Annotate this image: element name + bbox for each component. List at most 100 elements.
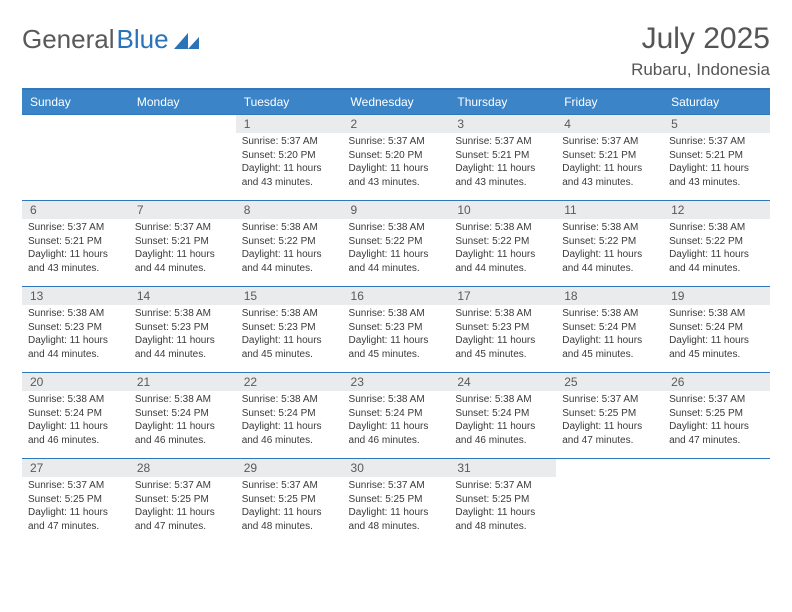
day-details: Sunrise: 5:38 AMSunset: 5:24 PMDaylight:… bbox=[455, 393, 550, 447]
day-details: Sunrise: 5:37 AMSunset: 5:25 PMDaylight:… bbox=[669, 393, 764, 447]
calendar-day-cell: 14 Sunrise: 5:38 AMSunset: 5:23 PMDayligh… bbox=[129, 287, 236, 373]
day-number: 16 bbox=[343, 287, 450, 305]
day-header: Wednesday bbox=[343, 89, 450, 115]
day-details: Sunrise: 5:38 AMSunset: 5:23 PMDaylight:… bbox=[242, 307, 337, 361]
day-details: Sunrise: 5:37 AMSunset: 5:21 PMDaylight:… bbox=[562, 135, 657, 189]
day-header: Tuesday bbox=[236, 89, 343, 115]
day-number: 28 bbox=[129, 459, 236, 477]
day-details: Sunrise: 5:38 AMSunset: 5:23 PMDaylight:… bbox=[349, 307, 444, 361]
brand-part2: Blue bbox=[117, 24, 169, 55]
calendar-empty-cell bbox=[663, 459, 770, 545]
calendar-day-cell: 5Sunrise: 5:37 AMSunset: 5:21 PMDaylight… bbox=[663, 115, 770, 201]
calendar-table: SundayMondayTuesdayWednesdayThursdayFrid… bbox=[22, 88, 770, 545]
calendar-day-cell: 12Sunrise: 5:38 AMSunset: 5:22 PMDayligh… bbox=[663, 201, 770, 287]
calendar-week-row: 27 Sunrise: 5:37 AMSunset: 5:25 PMDayligh… bbox=[22, 459, 770, 545]
day-details: Sunrise: 5:37 AMSunset: 5:21 PMDaylight:… bbox=[135, 221, 230, 275]
day-details: Sunrise: 5:37 AMSunset: 5:21 PMDaylight:… bbox=[455, 135, 550, 189]
day-details: Sunrise: 5:38 AMSunset: 5:24 PMDaylight:… bbox=[669, 307, 764, 361]
calendar-day-cell: 6 Sunrise: 5:37 AMSunset: 5:21 PMDaylight… bbox=[22, 201, 129, 287]
calendar-day-cell: 26Sunrise: 5:37 AMSunset: 5:25 PMDayligh… bbox=[663, 373, 770, 459]
day-number: 29 bbox=[236, 459, 343, 477]
day-header: Friday bbox=[556, 89, 663, 115]
day-details: Sunrise: 5:37 AMSunset: 5:25 PMDaylight:… bbox=[455, 479, 550, 533]
day-details: Sunrise: 5:37 AMSunset: 5:25 PMDaylight:… bbox=[562, 393, 657, 447]
calendar-day-cell: 2 Sunrise: 5:37 AMSunset: 5:20 PMDaylight… bbox=[343, 115, 450, 201]
calendar-empty-cell bbox=[129, 115, 236, 201]
calendar-day-cell: 13Sunrise: 5:38 AMSunset: 5:23 PMDayligh… bbox=[22, 287, 129, 373]
day-details: Sunrise: 5:38 AMSunset: 5:22 PMDaylight:… bbox=[669, 221, 764, 275]
day-header-row: SundayMondayTuesdayWednesdayThursdayFrid… bbox=[22, 89, 770, 115]
day-number: 14 bbox=[129, 287, 236, 305]
calendar-day-cell: 31 Sunrise: 5:37 AMSunset: 5:25 PMDayligh… bbox=[449, 459, 556, 545]
day-number: 22 bbox=[236, 373, 343, 391]
day-details: Sunrise: 5:38 AMSunset: 5:24 PMDaylight:… bbox=[242, 393, 337, 447]
day-details: Sunrise: 5:37 AMSunset: 5:21 PMDaylight:… bbox=[669, 135, 764, 189]
day-number: 2 bbox=[343, 115, 450, 133]
day-header: Monday bbox=[129, 89, 236, 115]
day-header: Saturday bbox=[663, 89, 770, 115]
calendar-day-cell: 4Sunrise: 5:37 AMSunset: 5:21 PMDaylight… bbox=[556, 115, 663, 201]
calendar-day-cell: 19 Sunrise: 5:38 AMSunset: 5:24 PMDayligh… bbox=[663, 287, 770, 373]
day-number: 17 bbox=[449, 287, 556, 305]
logo-triangle-icon bbox=[174, 31, 202, 49]
day-number: 7 bbox=[129, 201, 236, 219]
calendar-week-row: 13 Sunrise: 5:38 AMSunset: 5:23 PMDayligh… bbox=[22, 287, 770, 373]
calendar-day-cell: 25 Sunrise: 5:37 AMSunset: 5:25 PMDayligh… bbox=[556, 373, 663, 459]
calendar-day-cell: 1 Sunrise: 5:37 AMSunset: 5:20 PMDaylight… bbox=[236, 115, 343, 201]
calendar-day-cell: 22 Sunrise: 5:38 AMSunset: 5:24 PMDayligh… bbox=[236, 373, 343, 459]
day-details: Sunrise: 5:37 AMSunset: 5:25 PMDaylight:… bbox=[28, 479, 123, 533]
day-number: 18 bbox=[556, 287, 663, 305]
month-title: July 2025 bbox=[631, 24, 770, 54]
day-number: 6 bbox=[22, 201, 129, 219]
day-header: Thursday bbox=[449, 89, 556, 115]
day-number: 25 bbox=[556, 373, 663, 391]
day-details: Sunrise: 5:38 AMSunset: 5:22 PMDaylight:… bbox=[349, 221, 444, 275]
day-number: 27 bbox=[22, 459, 129, 477]
calendar-day-cell: 28 Sunrise: 5:37 AMSunset: 5:25 PMDayligh… bbox=[129, 459, 236, 545]
day-details: Sunrise: 5:38 AMSunset: 5:22 PMDaylight:… bbox=[455, 221, 550, 275]
brand-logo: GeneralBlue bbox=[22, 24, 202, 55]
calendar-week-row: 6 Sunrise: 5:37 AMSunset: 5:21 PMDaylight… bbox=[22, 201, 770, 287]
calendar-day-cell: 24Sunrise: 5:38 AMSunset: 5:24 PMDayligh… bbox=[449, 373, 556, 459]
calendar-day-cell: 7 Sunrise: 5:37 AMSunset: 5:21 PMDaylight… bbox=[129, 201, 236, 287]
day-number: 31 bbox=[449, 459, 556, 477]
day-details: Sunrise: 5:37 AMSunset: 5:25 PMDaylight:… bbox=[242, 479, 337, 533]
calendar-day-cell: 23Sunrise: 5:38 AMSunset: 5:24 PMDayligh… bbox=[343, 373, 450, 459]
day-number: 10 bbox=[449, 201, 556, 219]
day-number: 3 bbox=[449, 115, 556, 133]
calendar-day-cell: 29 Sunrise: 5:37 AMSunset: 5:25 PMDayligh… bbox=[236, 459, 343, 545]
calendar-day-cell: 30Sunrise: 5:37 AMSunset: 5:25 PMDayligh… bbox=[343, 459, 450, 545]
day-number: 15 bbox=[236, 287, 343, 305]
calendar-empty-cell bbox=[556, 459, 663, 545]
day-details: Sunrise: 5:38 AMSunset: 5:24 PMDaylight:… bbox=[28, 393, 123, 447]
day-details: Sunrise: 5:38 AMSunset: 5:23 PMDaylight:… bbox=[455, 307, 550, 361]
calendar-day-cell: 15 Sunrise: 5:38 AMSunset: 5:23 PMDayligh… bbox=[236, 287, 343, 373]
location: Rubaru, Indonesia bbox=[631, 60, 770, 80]
calendar-day-cell: 20Sunrise: 5:38 AMSunset: 5:24 PMDayligh… bbox=[22, 373, 129, 459]
calendar-day-cell: 11Sunrise: 5:38 AMSunset: 5:22 PMDayligh… bbox=[556, 201, 663, 287]
brand-part1: General bbox=[22, 24, 115, 55]
calendar-empty-cell bbox=[22, 115, 129, 201]
day-number: 1 bbox=[236, 115, 343, 133]
calendar-day-cell: 18 Sunrise: 5:38 AMSunset: 5:24 PMDayligh… bbox=[556, 287, 663, 373]
day-number: 8 bbox=[236, 201, 343, 219]
day-details: Sunrise: 5:38 AMSunset: 5:24 PMDaylight:… bbox=[562, 307, 657, 361]
day-number: 19 bbox=[663, 287, 770, 305]
day-details: Sunrise: 5:37 AMSunset: 5:20 PMDaylight:… bbox=[349, 135, 444, 189]
day-details: Sunrise: 5:37 AMSunset: 5:25 PMDaylight:… bbox=[135, 479, 230, 533]
calendar-day-cell: 27 Sunrise: 5:37 AMSunset: 5:25 PMDayligh… bbox=[22, 459, 129, 545]
day-details: Sunrise: 5:37 AMSunset: 5:21 PMDaylight:… bbox=[28, 221, 123, 275]
calendar-day-cell: 8Sunrise: 5:38 AMSunset: 5:22 PMDaylight… bbox=[236, 201, 343, 287]
day-details: Sunrise: 5:37 AMSunset: 5:20 PMDaylight:… bbox=[242, 135, 337, 189]
day-details: Sunrise: 5:38 AMSunset: 5:24 PMDaylight:… bbox=[135, 393, 230, 447]
day-number: 13 bbox=[22, 287, 129, 305]
calendar-day-cell: 17 Sunrise: 5:38 AMSunset: 5:23 PMDayligh… bbox=[449, 287, 556, 373]
calendar-day-cell: 3 Sunrise: 5:37 AMSunset: 5:21 PMDaylight… bbox=[449, 115, 556, 201]
day-number: 21 bbox=[129, 373, 236, 391]
calendar-week-row: 1 Sunrise: 5:37 AMSunset: 5:20 PMDaylight… bbox=[22, 115, 770, 201]
day-details: Sunrise: 5:38 AMSunset: 5:23 PMDaylight:… bbox=[135, 307, 230, 361]
day-number: 9 bbox=[343, 201, 450, 219]
calendar-day-cell: 10 Sunrise: 5:38 AMSunset: 5:22 PMDayligh… bbox=[449, 201, 556, 287]
calendar-day-cell: 16 Sunrise: 5:38 AMSunset: 5:23 PMDayligh… bbox=[343, 287, 450, 373]
calendar-day-cell: 21 Sunrise: 5:38 AMSunset: 5:24 PMDayligh… bbox=[129, 373, 236, 459]
